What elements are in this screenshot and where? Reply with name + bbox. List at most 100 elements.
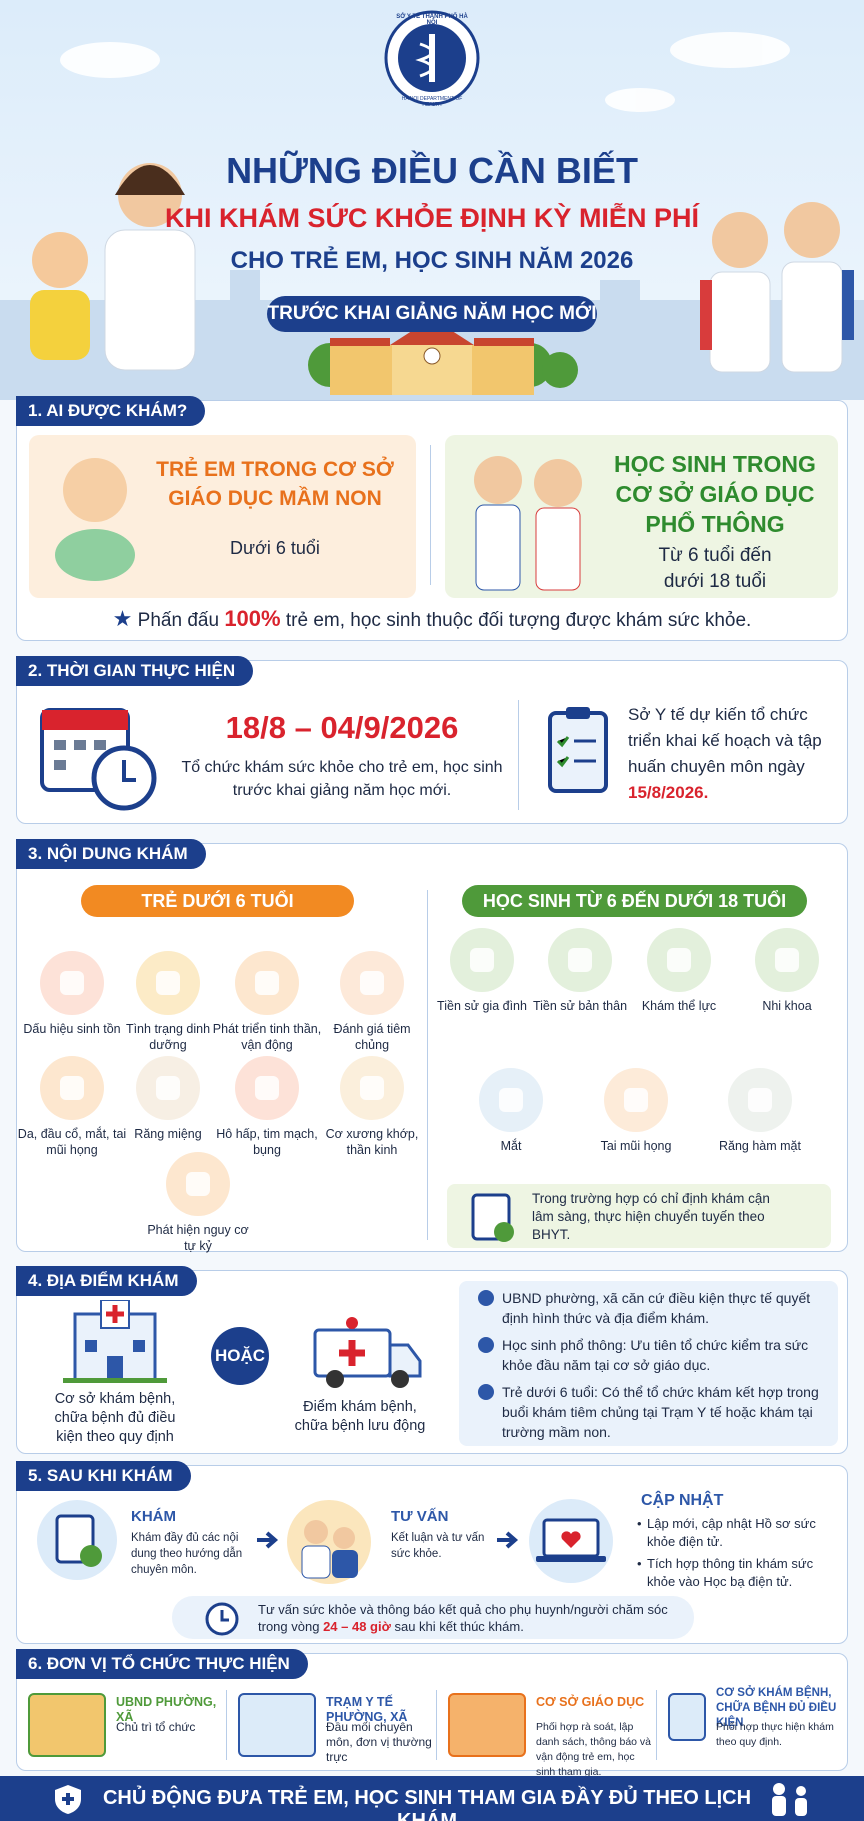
exam-item: Phát hiện nguy cơ tự kỷ xyxy=(143,1152,253,1254)
graphic xyxy=(30,163,196,371)
graphic xyxy=(561,1531,581,1548)
item-icon xyxy=(235,951,299,1015)
badge: TRƯỚC KHAI GIẢNG NĂM HỌC MỚI xyxy=(267,296,597,332)
step-text: Kết luận và tư vấn sức khỏe. xyxy=(391,1532,485,1560)
footer-bar xyxy=(0,1776,864,1821)
note-pill xyxy=(172,1596,694,1639)
item-label: Dấu hiệu sinh tồn xyxy=(23,1022,121,1036)
note-text: Sở Y tế dự kiến tổ chức triển khai kế ho… xyxy=(628,705,822,776)
graphic xyxy=(391,1370,409,1388)
family-icon xyxy=(772,1783,807,1816)
graphic xyxy=(556,756,570,768)
bullet: Học sinh phổ thông: Ưu tiên tổ chức kiểm… xyxy=(478,1335,828,1375)
bullet: UBND phường, xã căn cứ điều kiện thực tế… xyxy=(478,1288,828,1328)
unit-role: Phối hợp thực hiện khám theo quy định. xyxy=(716,1721,834,1748)
graphic xyxy=(497,1531,519,1549)
graphic xyxy=(42,710,128,730)
exam-item: Da, đầu cổ, mắt, tai mũi họng xyxy=(17,1056,127,1158)
bullet: Trẻ dưới 6 tuổi: Có thể tổ chức khám kết… xyxy=(478,1382,828,1442)
item-label: Phát hiện nguy cơ tự kỷ xyxy=(147,1223,249,1253)
graphic xyxy=(74,740,86,750)
graphic xyxy=(415,42,434,78)
item-label: Đánh giá tiêm chủng xyxy=(333,1022,411,1052)
item-label: Nhi khoa xyxy=(762,999,812,1013)
item-icon xyxy=(450,928,514,992)
graphic xyxy=(709,271,771,373)
info-panel xyxy=(459,1281,838,1446)
graphic xyxy=(475,504,521,591)
graphic xyxy=(304,1520,328,1544)
item-icon xyxy=(548,928,612,992)
graphic xyxy=(474,338,534,346)
item-label: Phát triển tinh thần, vận động xyxy=(212,1022,322,1052)
graphic: ★ xyxy=(112,606,133,631)
item-icon xyxy=(479,1068,543,1132)
subtitle: CHO TRẺ EM, HỌC SINH NĂM 2026 xyxy=(230,247,634,274)
exam-item: Phát triển tinh thần, vận động xyxy=(212,951,322,1053)
goal: ★ Phấn đấu 100% trẻ em, học sinh thuộc đ… xyxy=(16,606,848,632)
goal-text: trẻ em, học sinh thuộc đối tượng được kh… xyxy=(285,610,752,631)
note-text: Tư vấn sức khỏe và thông báo kết quả cho… xyxy=(258,1602,668,1634)
item-icon xyxy=(136,1056,200,1120)
ambulance-icon xyxy=(313,1317,422,1388)
graphic xyxy=(534,459,582,507)
clipboard-icon xyxy=(471,1193,514,1242)
unit-role: Phối hợp rà soát, lập danh sách, thông b… xyxy=(536,1721,652,1778)
graphic xyxy=(842,270,854,340)
exam-item: Tiền sử gia đình xyxy=(427,928,537,1014)
clipboard-icon xyxy=(548,707,608,793)
divider xyxy=(436,1690,437,1760)
graphic xyxy=(339,1340,365,1366)
unit-role: Đầu mối chuyên môn, đơn vị thường trực xyxy=(326,1720,432,1764)
graphic xyxy=(104,229,196,371)
bullet-list: • Lập mới, cập nhật Hồ sơ sức khỏe điện t… xyxy=(637,1515,837,1595)
exam-item: Tiền sử bản thân xyxy=(525,928,635,1014)
subtitle: KHI KHÁM SỨC KHỎE ĐỊNH KỲ MIỄN PHÍ xyxy=(165,203,699,233)
graphic xyxy=(536,1556,606,1562)
graphic xyxy=(773,1783,785,1795)
graphic xyxy=(556,736,570,748)
bullet: • Tích hợp thông tin khám sức khỏe vào Họ… xyxy=(637,1555,837,1591)
shield-icon xyxy=(55,1785,81,1814)
item-label: Răng hàm mặt xyxy=(719,1139,801,1153)
check-icon xyxy=(478,1290,494,1306)
calendar-icon xyxy=(40,708,157,811)
check-icon xyxy=(478,1384,494,1400)
header-art xyxy=(0,10,864,400)
item-label: Khám thể lực xyxy=(641,999,717,1013)
step-icon xyxy=(37,1500,117,1580)
unit-role: Chủ trì tổ chức xyxy=(116,1720,196,1734)
graphic xyxy=(700,202,854,373)
graphic xyxy=(332,1550,358,1578)
graphic xyxy=(772,1796,786,1816)
step-title: CẬP NHẬT xyxy=(641,1492,724,1509)
graphic xyxy=(330,338,390,346)
graphic xyxy=(784,202,840,258)
dates: 18/8 – 04/9/2026 xyxy=(225,710,459,745)
bullet-list: UBND phường, xã căn cứ điều kiện thực tế… xyxy=(478,1288,828,1449)
exam-item: Răng miệng xyxy=(113,1056,223,1142)
goal-highlight: 100% xyxy=(224,606,281,631)
item-label: Tiền sử gia đình xyxy=(437,999,527,1013)
item-icon xyxy=(340,1056,404,1120)
unit-name: CƠ SỞ GIÁO DỤC xyxy=(536,1695,645,1709)
place: Điểm khám bệnh, chữa bệnh lưu động xyxy=(294,1399,426,1434)
students-icon xyxy=(474,456,582,591)
baby-icon xyxy=(55,458,135,581)
hospital-icon xyxy=(63,1300,167,1383)
bullet-text: Lập mới, cập nhật Hồ sơ sức khỏe điện tử… xyxy=(647,1516,816,1549)
divider xyxy=(656,1690,657,1760)
bullet-text: Học sinh phổ thông: Ưu tiên tổ chức kiểm… xyxy=(502,1337,809,1373)
unit-icon xyxy=(668,1693,706,1741)
org-name: SỞ Y TẾ THÀNH PHỐ HÀ NỘI xyxy=(396,14,468,26)
step-title: KHÁM xyxy=(131,1508,176,1525)
or-badge: HOẶC xyxy=(211,1327,269,1385)
item-icon xyxy=(604,1068,668,1132)
graphic xyxy=(566,707,590,719)
exam-item: Dấu hiệu sinh tồn xyxy=(17,951,127,1037)
graphic xyxy=(106,1305,124,1323)
note: Trong trường hợp có chỉ định khám cận lâ… xyxy=(532,1191,770,1242)
group-header: TRẺ DƯỚI 6 TUỔI xyxy=(81,885,354,917)
step-title: TƯ VẤN xyxy=(391,1508,449,1525)
group-detail: Dưới 6 tuổi xyxy=(230,538,320,558)
